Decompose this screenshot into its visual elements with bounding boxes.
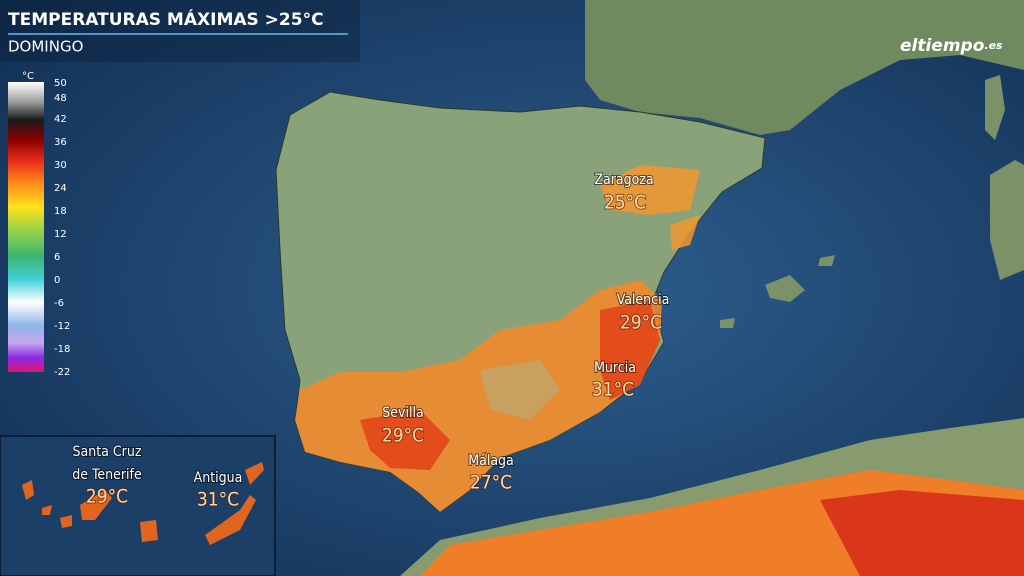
legend-label: 6 bbox=[54, 252, 60, 263]
legend-label: 24 bbox=[54, 183, 67, 194]
legend-labels: 50 48 42 36 30 24 18 12 6 0 -6 -12 -18 -22 bbox=[54, 78, 70, 378]
inset-city-name: Antigua bbox=[194, 470, 243, 486]
legend-label: -6 bbox=[54, 298, 64, 309]
city-name: Valencia bbox=[617, 292, 670, 308]
city-temp: 29°C bbox=[382, 425, 424, 447]
city-temp: 25°C bbox=[604, 192, 646, 214]
city-name: Sevilla bbox=[382, 405, 423, 421]
legend-scale bbox=[8, 82, 44, 372]
legend-label: 42 bbox=[54, 114, 67, 125]
inset-box bbox=[0, 435, 276, 576]
city-temp: 27°C bbox=[470, 472, 512, 494]
legend-label: 36 bbox=[54, 137, 67, 148]
legend-label: -12 bbox=[54, 321, 70, 332]
heat-areas bbox=[295, 165, 1024, 576]
city-temp: 31°C bbox=[592, 379, 634, 401]
legend-label: 30 bbox=[54, 160, 67, 171]
city-name: Murcia bbox=[594, 360, 636, 376]
legend-label: 50 bbox=[54, 78, 67, 89]
inset-city-temp: 31°C bbox=[197, 489, 239, 511]
inset-city-name: Santa Cruz bbox=[73, 444, 142, 460]
inset-islands bbox=[22, 462, 264, 545]
inset-city-name: de Tenerife bbox=[72, 467, 142, 483]
logo-name: eltiempo bbox=[900, 36, 985, 56]
header-bg bbox=[0, 0, 360, 62]
legend-label: 18 bbox=[54, 206, 67, 217]
city-temp: 29°C bbox=[620, 312, 662, 334]
land-balearics bbox=[720, 255, 835, 328]
city-name: Zaragoza bbox=[594, 172, 653, 188]
city-name: Málaga bbox=[468, 453, 514, 469]
logo: eltiempo.es bbox=[900, 36, 1003, 56]
legend-unit: °C bbox=[22, 71, 34, 82]
legend-label: 48 bbox=[54, 93, 67, 104]
title: TEMPERATURAS MÁXIMAS >25°C bbox=[8, 8, 324, 30]
legend-label: 12 bbox=[54, 229, 67, 240]
land-islands bbox=[985, 75, 1024, 280]
legend-label: -22 bbox=[54, 367, 70, 378]
land-france bbox=[585, 0, 1024, 135]
inset-city-temp: 29°C bbox=[86, 486, 128, 508]
legend-label: -18 bbox=[54, 344, 70, 355]
subtitle: DOMINGO bbox=[8, 38, 83, 56]
logo-suffix: .es bbox=[984, 39, 1003, 52]
legend-label: 0 bbox=[54, 275, 60, 286]
